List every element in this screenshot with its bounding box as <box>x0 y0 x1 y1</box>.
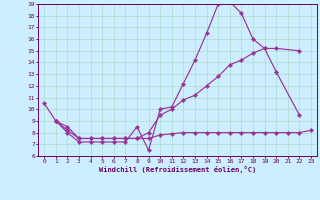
X-axis label: Windchill (Refroidissement éolien,°C): Windchill (Refroidissement éolien,°C) <box>99 166 256 173</box>
